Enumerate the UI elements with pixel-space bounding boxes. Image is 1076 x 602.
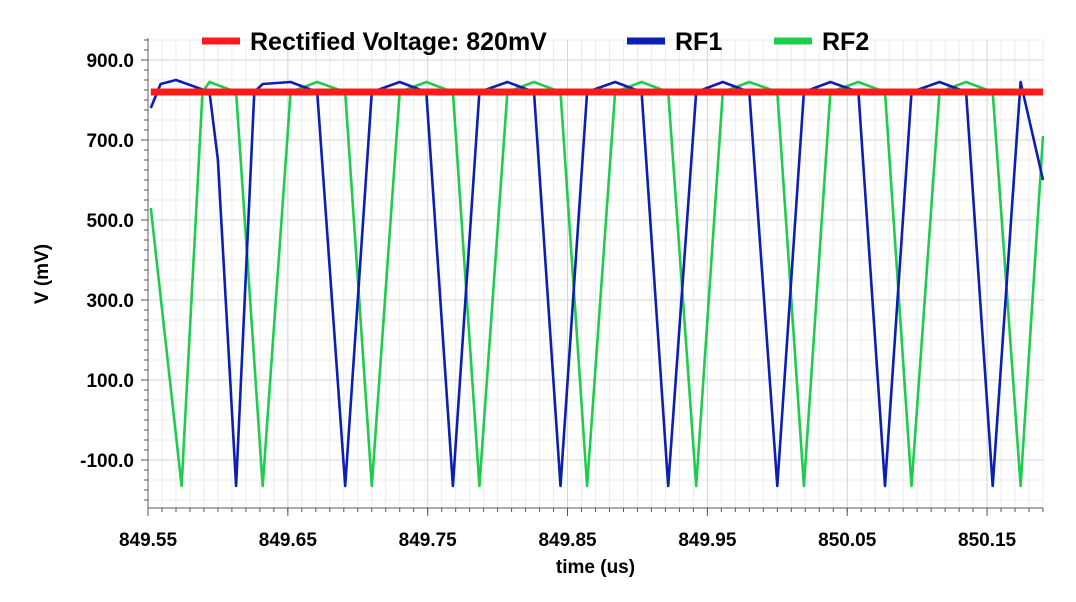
legend: Rectified Voltage: 820mV RF1 RF2 [202, 28, 869, 56]
tick-labels: -100.0 100.0 300.0 500.0 700.0 900.0 849.55 849… [80, 51, 1016, 551]
x-tick-label: 849.85 [538, 530, 597, 551]
legend-label-rf1: RF1 [675, 28, 722, 56]
x-axis-title: time (us) [556, 557, 635, 578]
y-tick-label: 700.0 [86, 131, 134, 152]
x-tick-label: 850.05 [818, 530, 877, 551]
x-tick-label: 849.95 [678, 530, 737, 551]
x-tick-label: 849.55 [119, 530, 178, 551]
y-tick-label: 500.0 [86, 211, 134, 232]
y-axis-title: V (mV) [32, 244, 53, 304]
x-tick-label: 850.15 [958, 530, 1017, 551]
legend-label-rf2: RF2 [822, 28, 869, 56]
x-tick-label: 849.65 [259, 530, 318, 551]
y-tick-label: 900.0 [86, 51, 134, 72]
axes [141, 38, 1044, 516]
series-line-rf2 [149, 80, 1045, 488]
y-tick-label: -100.0 [80, 451, 134, 472]
series-layer [149, 78, 1045, 488]
x-tick-label: 849.75 [399, 530, 458, 551]
legend-label-rectified: Rectified Voltage: 820mV [250, 28, 547, 56]
y-tick-label: 300.0 [86, 291, 134, 312]
y-tick-label: 100.0 [86, 371, 134, 392]
